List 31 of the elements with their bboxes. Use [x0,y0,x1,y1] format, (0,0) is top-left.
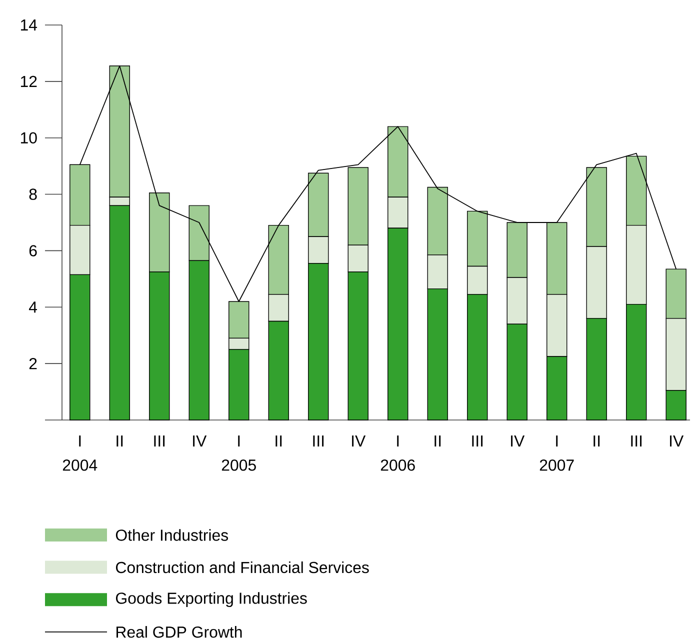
x-tick-label: III [631,436,642,446]
legend-label: Goods Exporting Industries [116,592,307,608]
x-tick-label: III [154,436,165,446]
x-tick-label: I [79,436,81,446]
x-tick-label: II [116,436,123,446]
y-tick-label: 4 [28,302,38,313]
x-tick-label: II [594,436,600,446]
legend-label: Construction and Financial Services [116,561,369,574]
y-tick-label: 2 [29,358,37,370]
x-tick-label: IV [511,436,525,446]
text: 2004 [62,460,98,471]
text: 2005 [222,460,256,471]
x-tick-label: I [238,436,240,446]
legend-label: Other Industries [116,529,228,541]
text: 2006 [380,460,415,471]
x-tick-label: IV [352,436,366,446]
y-tick-label: 12 [20,76,37,87]
x-tick-label: III [472,436,483,446]
y-tick-label: 8 [29,188,37,200]
text: 2007 [540,460,574,471]
x-tick-label: II [434,436,441,446]
y-tick-label: 6 [29,245,37,256]
x-tick-label: I [556,436,558,446]
x-tick-label: I [397,436,399,446]
legend-label: Real GDP Growth [116,626,242,638]
x-tick-label: IV [193,436,207,446]
x-tick-label: III [313,436,324,446]
y-tick-label: 10 [20,132,37,144]
y-tick-label: 14 [20,20,38,30]
x-tick-label: IV [670,436,684,446]
x-tick-label: II [276,436,282,446]
